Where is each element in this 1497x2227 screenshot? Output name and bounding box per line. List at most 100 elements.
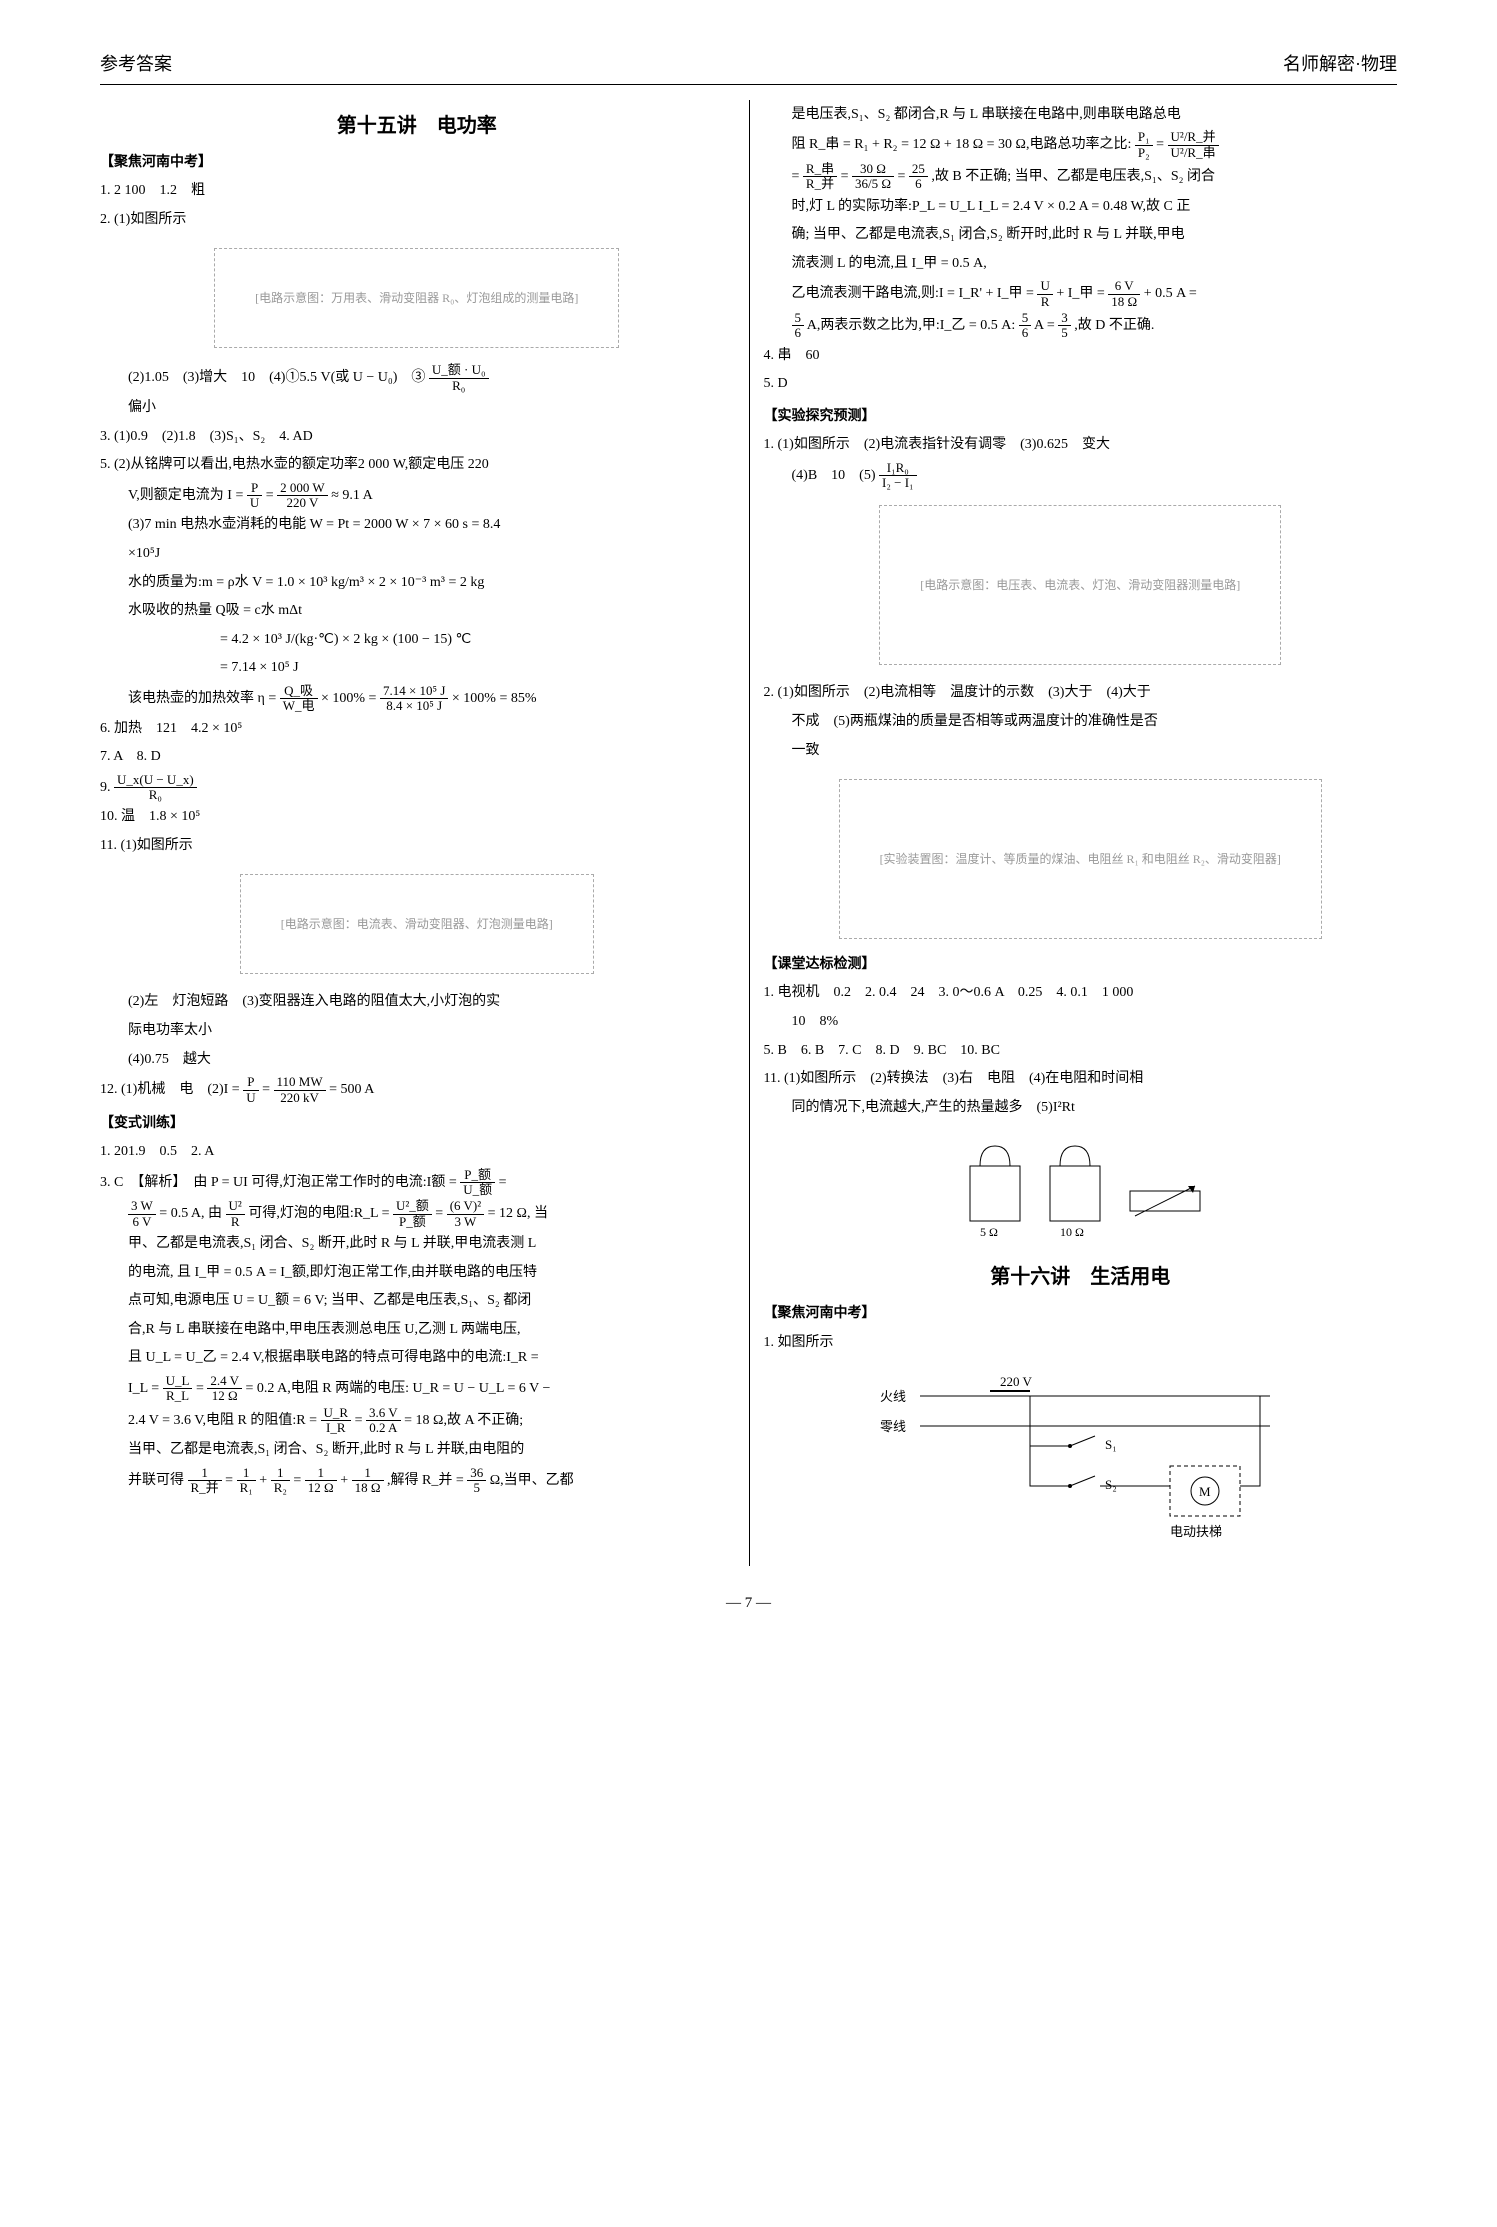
text-line: 2. (1)如图所示 (100, 207, 734, 234)
fraction: U²_额P_额 (393, 1199, 432, 1229)
text-line: 时,灯 L 的实际功率:P_L = U_L I_L = 2.4 V × 0.2 … (764, 194, 1398, 221)
subsection-classroom: 【课堂达标检测】 (764, 954, 1398, 976)
text-line: 的电流, 且 I_甲 = 0.5 A = I_额,即灯泡正常工作,由并联电路的电… (100, 1260, 734, 1287)
label-220v: 220 V (1000, 1374, 1033, 1389)
text-line: 点可知,电源电压 U = U_额 = 6 V; 当甲、乙都是电压表,S₁、S₂ … (100, 1288, 734, 1315)
text-line: 6. 加热 121 4.2 × 10⁵ (100, 716, 734, 743)
fraction: U²R (226, 1199, 245, 1229)
fraction: P_额U_额 (460, 1168, 495, 1198)
text-line: 甲、乙都是电流表,S₁ 闭合、S₂ 断开,此时 R 与 L 并联,甲电流表测 L (100, 1231, 734, 1258)
text-line: 3 W6 V = 0.5 A, 由 U²R 可得,灯泡的电阻:R_L = U²_… (100, 1199, 734, 1229)
text-line: 5. D (764, 371, 1398, 398)
label-5ohm: 5 Ω (980, 1225, 998, 1239)
fraction: 110 MW220 kV (274, 1075, 326, 1105)
fraction: P₁P₂ (1135, 130, 1153, 160)
text-line: 乙电流表测干路电流,则:I = I_R' + I_甲 = UR + I_甲 = … (764, 279, 1398, 309)
fraction: 30 Ω36/5 Ω (852, 162, 894, 192)
label-s2: S₂ (1105, 1477, 1117, 1492)
text-line: 11. (1)如图所示 (100, 833, 734, 860)
fraction: U_LR_L (163, 1374, 193, 1404)
fraction: U_x(U − U_x)R₀ (114, 773, 197, 803)
fraction: 1R₁ (237, 1466, 256, 1496)
section-title-15: 第十五讲 电功率 (100, 110, 734, 142)
label-live: 火线 (880, 1389, 906, 1404)
subsection-focus: 【聚焦河南中考】 (100, 152, 734, 174)
text-line: 1. 电视机 0.2 2. 0.4 24 3. 0～0.6 A 0.25 4. … (764, 980, 1398, 1007)
text-line: I_L = U_LR_L = 2.4 V12 Ω = 0.2 A,电阻 R 两端… (100, 1374, 734, 1404)
household-circuit-diagram: 220 V 火线 零线 S₁ S₂ M 电动扶梯 (764, 1371, 1398, 1551)
text-line: 际电功率太小 (100, 1018, 734, 1045)
text-line: 3. C 【解析】 由 P = UI 可得,灯泡正常工作时的电流:I额 = P_… (100, 1168, 734, 1198)
text-line: = R_串R_并 = 30 Ω36/5 Ω = 256 ,故 B 不正确; 当甲… (764, 162, 1398, 192)
text-line: 水的质量为:m = ρ水 V = 1.0 × 10³ kg/m³ × 2 × 1… (100, 570, 734, 597)
header-right: 名师解密·物理 (1283, 50, 1397, 79)
content-columns: 第十五讲 电功率 【聚焦河南中考】 1. 2 100 1.2 粗 2. (1)如… (100, 100, 1397, 1567)
text-line: 确; 当甲、乙都是电流表,S₁ 闭合,S₂ 断开时,此时 R 与 L 并联,甲电 (764, 222, 1398, 249)
fraction: 56 (1019, 311, 1032, 341)
text-line: 2. (1)如图所示 (2)电流相等 温度计的示数 (3)大于 (4)大于 (764, 680, 1398, 707)
right-column: 是电压表,S₁、S₂ 都闭合,R 与 L 串联接在电路中,则串联电路总电 阻 R… (764, 100, 1398, 1567)
fraction: 3 W6 V (128, 1199, 156, 1229)
fraction: 2.4 V12 Ω (207, 1374, 242, 1404)
household-circuit-svg: 220 V 火线 零线 S₁ S₂ M 电动扶梯 (870, 1371, 1290, 1551)
experiment-diagram: [实验装置图：温度计、等质量的煤油、电阻丝 R₁ 和电阻丝 R₂、滑动变阻器] (764, 779, 1398, 939)
subsection-variant: 【变式训练】 (100, 1113, 734, 1135)
fraction: 1R₂ (271, 1466, 290, 1496)
text-line: (4)B 10 (5) I₁R₀I₂ − I₁ (764, 461, 1398, 491)
text-line: 10. 温 1.8 × 10⁵ (100, 804, 734, 831)
text-line: 该电热壶的加热效率 η = Q_吸W_电 × 100% = 7.14 × 10⁵… (100, 684, 734, 714)
text-line: 7. A 8. D (100, 744, 734, 771)
fraction: 365 (467, 1466, 486, 1496)
text-line: (3)7 min 电热水壶消耗的电能 W = Pt = 2000 W × 7 ×… (100, 512, 734, 539)
text-line: 1. 如图所示 (764, 1330, 1398, 1357)
circuit-diagram-1: [电路示意图：万用表、滑动变阻器 R₀、灯泡组成的测量电路] (100, 248, 734, 348)
text-line: V,则额定电流为 I = PU = 2 000 W220 V ≈ 9.1 A (100, 481, 734, 511)
text-line: 1. 201.9 0.5 2. A (100, 1139, 734, 1166)
text-line: 一致 (764, 738, 1398, 765)
text-line: (2)1.05 (3)增大 10 (4)①5.5 V(或 U − U₀) ③ U… (100, 363, 734, 393)
text-line: 10 8% (764, 1009, 1398, 1036)
text-line: 偏小 (100, 395, 734, 422)
resistor-experiment-svg: 5 Ω 10 Ω (940, 1136, 1220, 1246)
subsection-focus-16: 【聚焦河南中考】 (764, 1303, 1398, 1325)
fraction: 118 Ω (352, 1466, 384, 1496)
fraction: R_串R_并 (803, 162, 837, 192)
fraction: 1R_并 (188, 1466, 222, 1496)
text-line: 2.4 V = 3.6 V,电阻 R 的阻值:R = U_RI_R = 3.6 … (100, 1406, 734, 1436)
page-footer: — 7 — (100, 1591, 1397, 1615)
text-line: 1. (1)如图所示 (2)电流表指针没有调零 (3)0.625 变大 (764, 432, 1398, 459)
fraction: 7.14 × 10⁵ J8.4 × 10⁵ J (380, 684, 448, 714)
diagram-placeholder: [电路示意图：万用表、滑动变阻器 R₀、灯泡组成的测量电路] (214, 248, 619, 348)
text-line: 1. 2 100 1.2 粗 (100, 178, 734, 205)
label-10ohm: 10 Ω (1060, 1225, 1084, 1239)
subsection-experiment: 【实验探究预测】 (764, 406, 1398, 428)
text-line: 是电压表,S₁、S₂ 都闭合,R 与 L 串联接在电路中,则串联电路总电 (764, 102, 1398, 129)
text-line: 12. (1)机械 电 (2)I = PU = 110 MW220 kV = 5… (100, 1075, 734, 1105)
fraction: 2 000 W220 V (277, 481, 328, 511)
fraction: 35 (1058, 311, 1071, 341)
text-line: 9. U_x(U − U_x)R₀ (100, 773, 734, 803)
text-line: 且 U_L = U_乙 = 2.4 V,根据串联电路的特点可得电路中的电流:I_… (100, 1345, 734, 1372)
text-line: 不成 (5)两瓶煤油的质量是否相等或两温度计的准确性是否 (764, 709, 1398, 736)
fraction: UR (1037, 279, 1052, 309)
text-line: 水吸收的热量 Q吸 = c水 mΔt (100, 598, 734, 625)
label-neutral: 零线 (880, 1419, 906, 1434)
text-line: 流表测 L 的电流,且 I_甲 = 0.5 A, (764, 251, 1398, 278)
section-title-16: 第十六讲 生活用电 (764, 1261, 1398, 1293)
text-line: ×10⁵J (100, 541, 734, 568)
text-line: 3. (1)0.9 (2)1.8 (3)S₁、S₂ 4. AD (100, 424, 734, 451)
fraction: PU (247, 481, 262, 511)
fraction: I₁R₀I₂ − I₁ (879, 461, 917, 491)
text-line: (4)0.75 越大 (100, 1047, 734, 1074)
text-line: 合,R 与 L 串联接在电路中,甲电压表测总电压 U,乙测 L 两端电压, (100, 1317, 734, 1344)
header-left: 参考答案 (100, 50, 172, 79)
fraction: 112 Ω (305, 1466, 337, 1496)
fraction: 6 V18 Ω (1108, 279, 1140, 309)
fraction: Q_吸W_电 (280, 684, 318, 714)
text-line: 并联可得 1R_并 = 1R₁ + 1R₂ = 112 Ω + 118 Ω ,解… (100, 1466, 734, 1496)
circuit-diagram-2: [电路示意图：电流表、滑动变阻器、灯泡测量电路] (100, 874, 734, 974)
text-line: (2)左 灯泡短路 (3)变阻器连入电路的阻值太大,小灯泡的实 (100, 989, 734, 1016)
text-line: = 4.2 × 10³ J/(kg·℃) × 2 kg × (100 − 15)… (100, 627, 734, 654)
label-escalator: 电动扶梯 (1170, 1524, 1222, 1539)
text-line: 同的情况下,电流越大,产生的热量越多 (5)I²Rt (764, 1095, 1398, 1122)
